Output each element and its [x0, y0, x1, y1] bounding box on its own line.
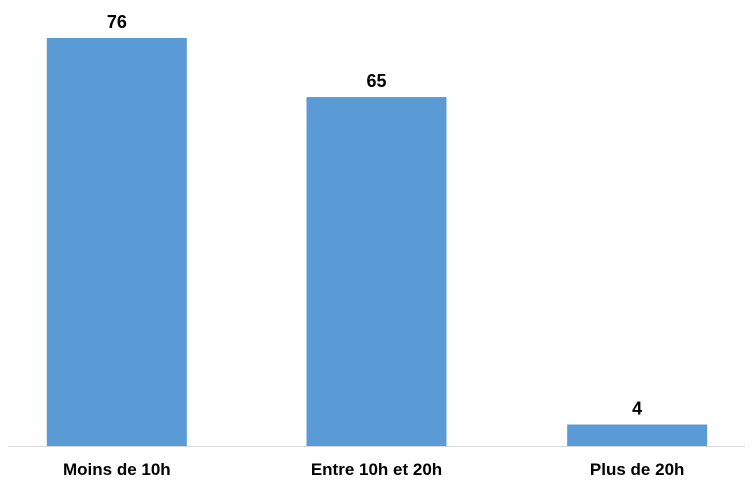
x-tick-label-0: Moins de 10h	[63, 460, 171, 479]
bar-1	[306, 97, 447, 446]
x-tick-label-2: Plus de 20h	[590, 460, 684, 479]
value-labels-group: 76 65 4	[107, 12, 642, 419]
x-tick-labels-group: Moins de 10h Entre 10h et 20h Plus de 20h	[63, 460, 684, 479]
bar-0	[46, 38, 187, 446]
x-tick-label-1: Entre 10h et 20h	[311, 460, 442, 479]
bar-2	[567, 424, 708, 446]
data-label-0: 76	[107, 12, 127, 32]
data-label-1: 65	[366, 71, 386, 91]
bars-group	[46, 38, 708, 446]
data-label-2: 4	[632, 399, 642, 419]
